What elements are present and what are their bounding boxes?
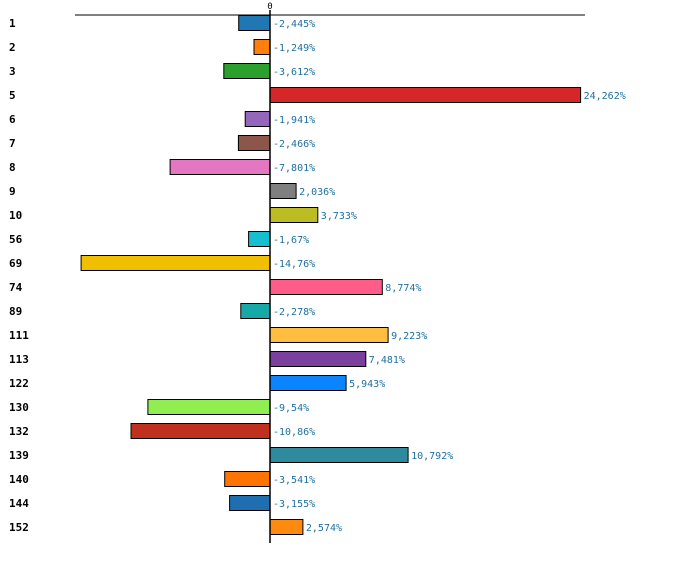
category-label-9: 9 bbox=[9, 185, 16, 198]
bar-111 bbox=[269, 327, 389, 343]
category-label-111: 111 bbox=[9, 329, 29, 342]
category-label-8: 8 bbox=[9, 161, 16, 174]
bars-group bbox=[80, 15, 582, 535]
bar-89 bbox=[240, 303, 271, 319]
bar-152 bbox=[269, 519, 304, 535]
category-label-3: 3 bbox=[9, 65, 16, 78]
value-label-89: -2,278% bbox=[273, 307, 315, 318]
zero-tick-label: 0 bbox=[267, 2, 272, 12]
category-label-1: 1 bbox=[9, 17, 16, 30]
bar-144 bbox=[229, 495, 271, 511]
bar-113 bbox=[269, 351, 367, 367]
bar-1 bbox=[238, 15, 271, 31]
category-label-10: 10 bbox=[9, 209, 22, 222]
category-label-5: 5 bbox=[9, 89, 16, 102]
category-label-152: 152 bbox=[9, 521, 29, 534]
value-label-132: -10,86% bbox=[273, 427, 315, 438]
category-label-69: 69 bbox=[9, 257, 22, 270]
value-label-6: -1,941% bbox=[273, 115, 315, 126]
bar-122 bbox=[269, 375, 347, 391]
category-label-6: 6 bbox=[9, 113, 16, 126]
category-label-89: 89 bbox=[9, 305, 22, 318]
category-label-132: 132 bbox=[9, 425, 29, 438]
bar-2 bbox=[253, 39, 271, 55]
category-label-140: 140 bbox=[9, 473, 29, 486]
value-label-122: 5,943% bbox=[349, 379, 385, 390]
bar-3 bbox=[223, 63, 271, 79]
value-label-139: 10,792% bbox=[411, 451, 453, 462]
category-label-122: 122 bbox=[9, 377, 29, 390]
bar-56 bbox=[248, 231, 271, 247]
value-label-3: -3,612% bbox=[273, 67, 315, 78]
category-label-113: 113 bbox=[9, 353, 29, 366]
category-label-7: 7 bbox=[9, 137, 16, 150]
bar-139 bbox=[269, 447, 409, 463]
bar-9 bbox=[269, 183, 297, 199]
bar-5 bbox=[269, 87, 582, 103]
value-label-7: -2,466% bbox=[273, 139, 315, 150]
category-label-144: 144 bbox=[9, 497, 29, 510]
value-label-8: -7,801% bbox=[273, 163, 315, 174]
bar-130 bbox=[147, 399, 271, 415]
category-label-130: 130 bbox=[9, 401, 29, 414]
category-label-2: 2 bbox=[9, 41, 16, 54]
value-label-74: 8,774% bbox=[385, 283, 421, 294]
bar-7 bbox=[237, 135, 271, 151]
bar-132 bbox=[130, 423, 271, 439]
value-label-2: -1,249% bbox=[273, 43, 315, 54]
value-label-140: -3,541% bbox=[273, 475, 315, 486]
bar-74 bbox=[269, 279, 383, 295]
value-label-56: -1,67% bbox=[273, 235, 309, 246]
category-labels-group: 1235678910566974891111131221301321391401… bbox=[9, 17, 29, 534]
value-label-152: 2,574% bbox=[306, 523, 342, 534]
category-label-139: 139 bbox=[9, 449, 29, 462]
value-label-111: 9,223% bbox=[391, 331, 427, 342]
value-label-144: -3,155% bbox=[273, 499, 315, 510]
value-label-1: -2,445% bbox=[273, 19, 315, 30]
bar-6 bbox=[244, 111, 271, 127]
bar-140 bbox=[224, 471, 271, 487]
bar-8 bbox=[169, 159, 271, 175]
bar-69 bbox=[80, 255, 271, 271]
category-label-56: 56 bbox=[9, 233, 23, 246]
value-labels-group: -2,445% -1,249% -3,612% 24,262% -1,941% -2,46… bbox=[273, 19, 626, 534]
value-label-5: 24,262% bbox=[584, 91, 626, 102]
value-label-113: 7,481% bbox=[369, 355, 405, 366]
bar-10 bbox=[269, 207, 319, 223]
value-label-69: -14,76% bbox=[273, 259, 315, 270]
value-label-9: 2,036% bbox=[299, 187, 335, 198]
value-label-130: -9,54% bbox=[273, 403, 309, 414]
value-label-10: 3,733% bbox=[321, 211, 357, 222]
category-label-74: 74 bbox=[9, 281, 23, 294]
